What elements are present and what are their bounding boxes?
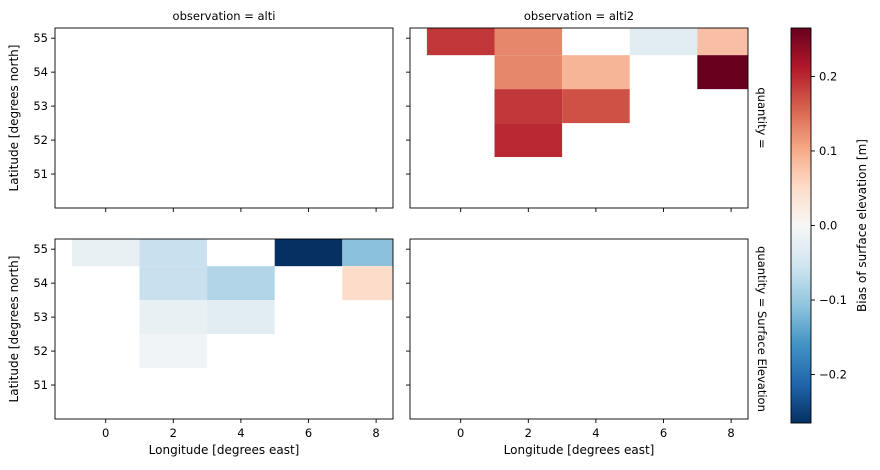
heatmap-cells	[426, 28, 748, 158]
y-tick-label: 52	[33, 344, 48, 358]
panel-r0-c1: observation = alti2 quantity =	[406, 9, 769, 212]
y-axis-label: Latitude [degrees north]	[7, 45, 21, 192]
row-facet-title: quantity = Surface Elevation	[755, 246, 769, 412]
y-axis-label: Latitude [degrees north]	[7, 256, 21, 403]
colorbar: −0.2 −0.1 0.0 0.1 0.2 Bias of surface elevati…	[790, 27, 869, 424]
heatmap-cell	[342, 239, 393, 267]
heatmap-cell	[207, 266, 275, 301]
heatmap-cell	[494, 89, 563, 124]
y-tick-label: 53	[33, 310, 48, 324]
y-tick-label: 55	[33, 31, 48, 45]
heatmap-cell	[426, 28, 495, 56]
y-tick-label: 51	[33, 378, 48, 392]
y-tick-label: 52	[33, 133, 48, 147]
colorbar-gradient	[791, 28, 811, 423]
heatmap-cell	[494, 28, 563, 56]
heatmap-cell	[139, 300, 208, 335]
heatmap-cells	[71, 239, 393, 369]
panel-frame	[409, 238, 749, 420]
heatmap-cell	[494, 123, 563, 158]
y-tick-label: 51	[33, 167, 48, 181]
y-tick-label: 54	[33, 65, 48, 79]
heatmap-cell	[139, 334, 208, 369]
x-tick-label: 2	[525, 426, 532, 440]
heatmap-cell	[629, 28, 698, 56]
x-axis-label: Longitude [degrees east]	[149, 443, 300, 457]
y-tick-label: 54	[33, 276, 48, 290]
x-axis-label: Longitude [degrees east]	[504, 443, 655, 457]
heatmap-cell	[562, 55, 630, 90]
colorbar-tick-label: 0.2	[819, 69, 837, 83]
colorbar-tick-label: 0.0	[819, 219, 837, 233]
x-tick-label: 4	[592, 426, 599, 440]
x-tick-label: 8	[372, 426, 379, 440]
heatmap-cell	[697, 55, 748, 90]
panel-r1-c0: 0 2 4 6 8 51 52 53 54 55 Longitude [degrees east] L…	[7, 238, 394, 457]
colorbar-label: Bias of surface elevation [m]	[855, 139, 869, 312]
x-tick-label: 8	[727, 426, 734, 440]
heatmap-cell	[139, 266, 208, 301]
x-tick-label: 2	[170, 426, 177, 440]
x-tick-label: 0	[457, 426, 464, 440]
panel-r1-c1: 0 2 4 6 8 Longitude [degrees east] quantity = …	[406, 238, 769, 457]
x-tick-label: 6	[660, 426, 667, 440]
colorbar-tick-label: 0.1	[819, 144, 837, 158]
x-tick-label: 4	[237, 426, 244, 440]
panel-frame	[54, 238, 394, 420]
colorbar-tick-label: −0.1	[819, 293, 847, 307]
heatmap-cell	[697, 28, 748, 56]
panel-frame	[54, 27, 394, 209]
x-tick-label: 6	[305, 426, 312, 440]
panel-r0-c0: 51 52 53 54 55 Latitude [degrees north] observ…	[7, 9, 394, 212]
row-facet-title: quantity =	[755, 87, 769, 148]
heatmap-cell	[207, 300, 275, 335]
heatmap-cell	[71, 239, 140, 267]
heatmap-cell	[274, 239, 343, 267]
y-tick-label: 53	[33, 99, 48, 113]
x-tick-label: 0	[102, 426, 109, 440]
heatmap-cell	[494, 55, 563, 90]
heatmap-cell	[342, 266, 393, 301]
column-facet-title: observation = alti	[173, 9, 276, 23]
panel-frame	[409, 27, 749, 209]
heatmap-cell	[139, 239, 208, 267]
heatmap-cell	[562, 89, 630, 124]
panels-layer: 51 52 53 54 55 Latitude [degrees north] observ…	[7, 9, 769, 457]
colorbar-tick-label: −0.2	[819, 368, 847, 382]
y-tick-label: 55	[33, 242, 48, 256]
column-facet-title: observation = alti2	[524, 9, 634, 23]
